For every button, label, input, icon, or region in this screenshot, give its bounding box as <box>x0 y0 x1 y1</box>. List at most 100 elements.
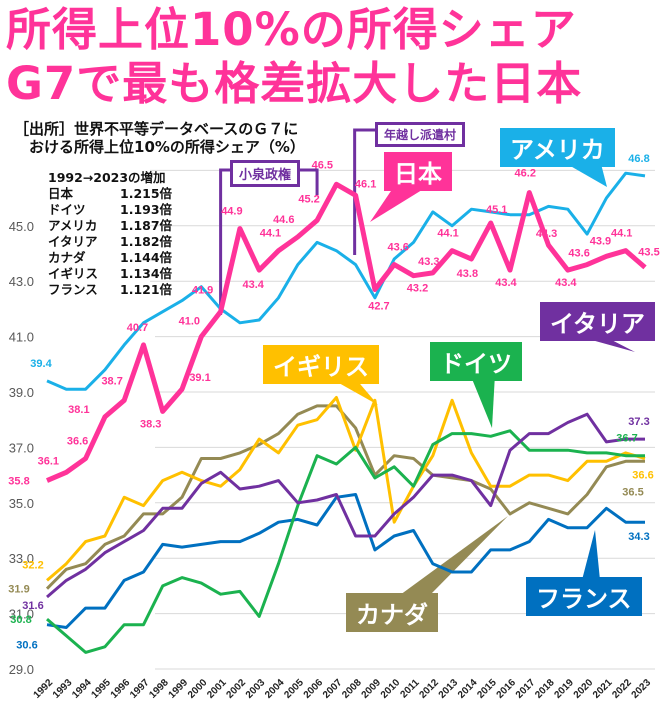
y-tick-label: 37.0 <box>9 440 34 455</box>
y-tick-label: 29.0 <box>9 662 34 677</box>
chart-title-line-1: 所得上位10%の所得シェア <box>6 3 577 56</box>
data-label: 46.2 <box>515 168 536 180</box>
data-label: 39.1 <box>189 372 210 384</box>
x-tick-label: 2010 <box>379 677 403 701</box>
x-tick-label: 2015 <box>475 677 499 701</box>
series-line-ドイツ <box>46 429 645 654</box>
x-tick-label: 1994 <box>70 677 94 701</box>
legend-callout-italy: イタリア <box>540 302 656 341</box>
x-tick-label: 2000 <box>186 677 210 701</box>
data-label: 43.4 <box>555 277 577 289</box>
data-label: 40.7 <box>127 322 148 334</box>
y-tick-label: 43.0 <box>9 274 34 289</box>
x-tick-label: 2005 <box>282 677 306 701</box>
growth-row: イタリア 1.182倍 <box>48 234 173 249</box>
hakenmura-annotation: 年越し派遣村 <box>375 122 466 147</box>
data-label: 38.7 <box>101 375 122 387</box>
data-label: 43.5 <box>638 246 659 258</box>
legend-callout-japan: 日本 <box>384 152 452 191</box>
x-tick-label: 2020 <box>572 677 596 701</box>
y-tick-label: 31.0 <box>9 607 34 622</box>
x-tick-label: 2023 <box>630 677 654 701</box>
data-label: 36.7 <box>616 433 637 445</box>
series-line-日本 <box>46 181 647 483</box>
x-tick-label: 1992 <box>32 677 56 701</box>
x-tick-label: 2022 <box>610 677 634 701</box>
data-label: 38.1 <box>68 404 89 416</box>
x-tick-label: 2011 <box>399 677 422 700</box>
data-label: 43.8 <box>457 268 478 280</box>
x-tick-label: 2016 <box>495 677 519 701</box>
data-label: 38.3 <box>140 418 161 430</box>
data-label: 41.0 <box>179 316 200 328</box>
data-label: 44.9 <box>221 206 242 218</box>
x-tick-label: 2009 <box>360 677 384 701</box>
chart-title-line-2: G7で最も格差拡大した日本 <box>6 57 583 110</box>
x-tick-label: 2019 <box>552 677 576 701</box>
growth-row: ドイツ 1.193倍 <box>48 202 173 217</box>
data-label: 46.8 <box>628 153 649 165</box>
data-label: 32.2 <box>22 559 43 571</box>
x-tick-label: 2021 <box>591 677 615 701</box>
data-label: 36.1 <box>38 455 59 467</box>
x-tick-label: 2012 <box>417 677 441 701</box>
x-tick-label: 1998 <box>147 677 171 701</box>
callout-pointer-germany <box>470 374 495 428</box>
data-label: 37.3 <box>628 416 649 428</box>
x-tick-label: 1999 <box>167 677 191 701</box>
data-label: 30.8 <box>10 614 31 626</box>
x-tick-label: 2014 <box>456 677 480 701</box>
growth-row: 日本 1.215倍 <box>48 186 173 201</box>
legend-callout-germany: ドイツ <box>430 342 522 381</box>
x-tick-label: 2004 <box>263 677 287 701</box>
x-tick-label: 2013 <box>437 677 461 701</box>
data-label: 34.3 <box>628 531 649 543</box>
data-label: 43.2 <box>407 283 428 295</box>
hakenmura-bracket <box>353 128 375 255</box>
data-label: 43.9 <box>590 235 611 247</box>
y-axis-ticks: 29.0 31.0 33.0 35.0 37.0 39.0 41.0 43.0 45.0 <box>9 219 34 677</box>
koizumi-bracket-left <box>219 168 230 315</box>
growth-row: アメリカ 1.187倍 <box>48 218 173 233</box>
x-axis-ticks: 1992199319941995199619971998199920002001… <box>32 677 654 701</box>
data-label: 45.1 <box>486 204 507 216</box>
data-labels: 39.4 46.8 35.8 36.1 36.6 38.1 38.7 40.7 38.3 39.1… <box>8 153 659 652</box>
data-label: 31.6 <box>22 600 43 612</box>
x-tick-label: 1997 <box>128 677 152 701</box>
series-line-フランス <box>46 493 645 629</box>
series-line-イギリス <box>46 396 646 582</box>
callout-pointer-france <box>582 530 600 580</box>
legend-callout-france: フランス <box>526 577 642 616</box>
growth-row: イギリス 1.134倍 <box>48 266 173 281</box>
x-tick-label: 1996 <box>109 677 133 701</box>
koizumi-annotation: 小泉政権 <box>230 160 301 187</box>
data-label: 45.2 <box>298 193 319 205</box>
x-tick-label: 2002 <box>225 677 249 701</box>
data-label: 30.6 <box>16 640 37 652</box>
data-label: 39.4 <box>30 358 52 370</box>
callout-pointer-uk <box>330 378 378 405</box>
growth-table-header: 1992→2023の増加 <box>48 170 166 185</box>
y-tick-label: 35.0 <box>9 496 34 511</box>
callout-pointer-japan <box>370 185 430 222</box>
data-label: 43.3 <box>418 256 439 268</box>
source-note: ［出所］世界不平等データベースのＧ７に おける所得上位10%の所得シェア（%） <box>14 120 305 156</box>
data-label: 43.4 <box>242 279 264 291</box>
data-label: 41.9 <box>192 285 213 297</box>
legend-callout-canada: カナダ <box>346 593 438 632</box>
data-label: 43.4 <box>495 277 517 289</box>
x-tick-label: 2018 <box>533 677 557 701</box>
data-label: 42.7 <box>368 301 389 313</box>
x-tick-label: 2003 <box>244 677 268 701</box>
legend-callout-usa: アメリカ <box>500 128 615 167</box>
data-label: 44.1 <box>260 228 281 240</box>
data-label: 35.8 <box>8 476 29 488</box>
y-tick-label: 45.0 <box>9 219 34 234</box>
annotation-brackets <box>219 128 375 315</box>
data-label: 43.6 <box>388 242 409 254</box>
x-tick-label: 2017 <box>514 677 538 701</box>
data-label: 31.9 <box>8 584 29 596</box>
x-tick-label: 1995 <box>89 677 113 701</box>
data-label: 46.1 <box>355 178 376 190</box>
series-line-カナダ <box>45 404 645 590</box>
